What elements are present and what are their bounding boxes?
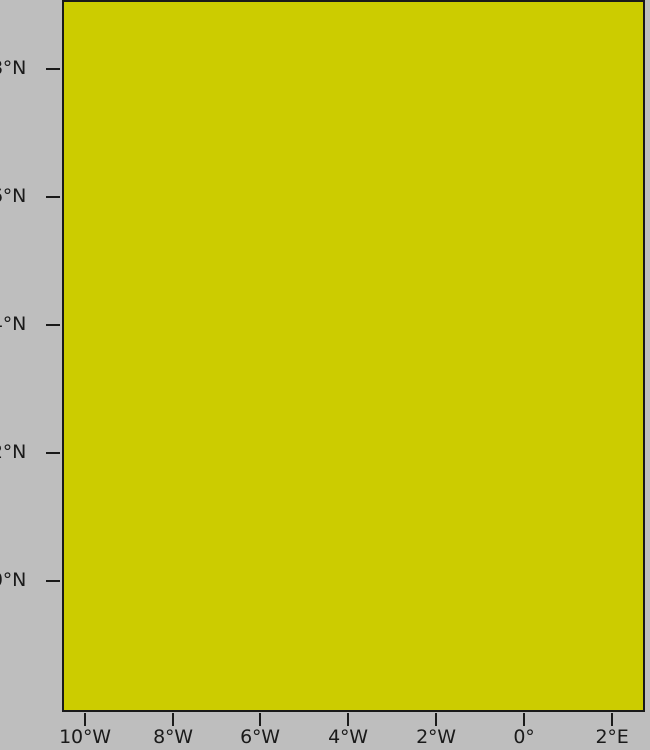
- x-tick-mark: [523, 713, 525, 726]
- y-tick-label: 56°N: [0, 185, 27, 207]
- x-tick-label: 0°: [513, 726, 535, 748]
- x-tick-label: 2°E: [595, 726, 629, 748]
- y-tick-mark: [46, 68, 60, 70]
- y-tick-label: 52°N: [0, 441, 27, 463]
- x-tick-mark: [84, 713, 86, 726]
- y-tick-mark: [46, 324, 60, 326]
- x-tick-label: 8°W: [153, 726, 193, 748]
- map-axes[interactable]: [62, 0, 645, 712]
- x-tick-mark: [611, 713, 613, 726]
- y-tick-label: 58°N: [0, 57, 27, 79]
- contour-map-image: [64, 2, 643, 710]
- x-tick-mark: [347, 713, 349, 726]
- y-tick-mark: [46, 580, 60, 582]
- x-tick-mark: [435, 713, 437, 726]
- x-tick-label: 6°W: [240, 726, 280, 748]
- x-tick-mark: [172, 713, 174, 726]
- x-tick-label: 2°W: [416, 726, 456, 748]
- y-tick-label: 54°N: [0, 313, 27, 335]
- y-tick-mark: [46, 196, 60, 198]
- y-tick-label: 50°N: [0, 569, 27, 591]
- x-tick-label: 10°W: [59, 726, 111, 748]
- x-tick-mark: [259, 713, 261, 726]
- x-tick-label: 4°W: [328, 726, 368, 748]
- y-tick-mark: [46, 452, 60, 454]
